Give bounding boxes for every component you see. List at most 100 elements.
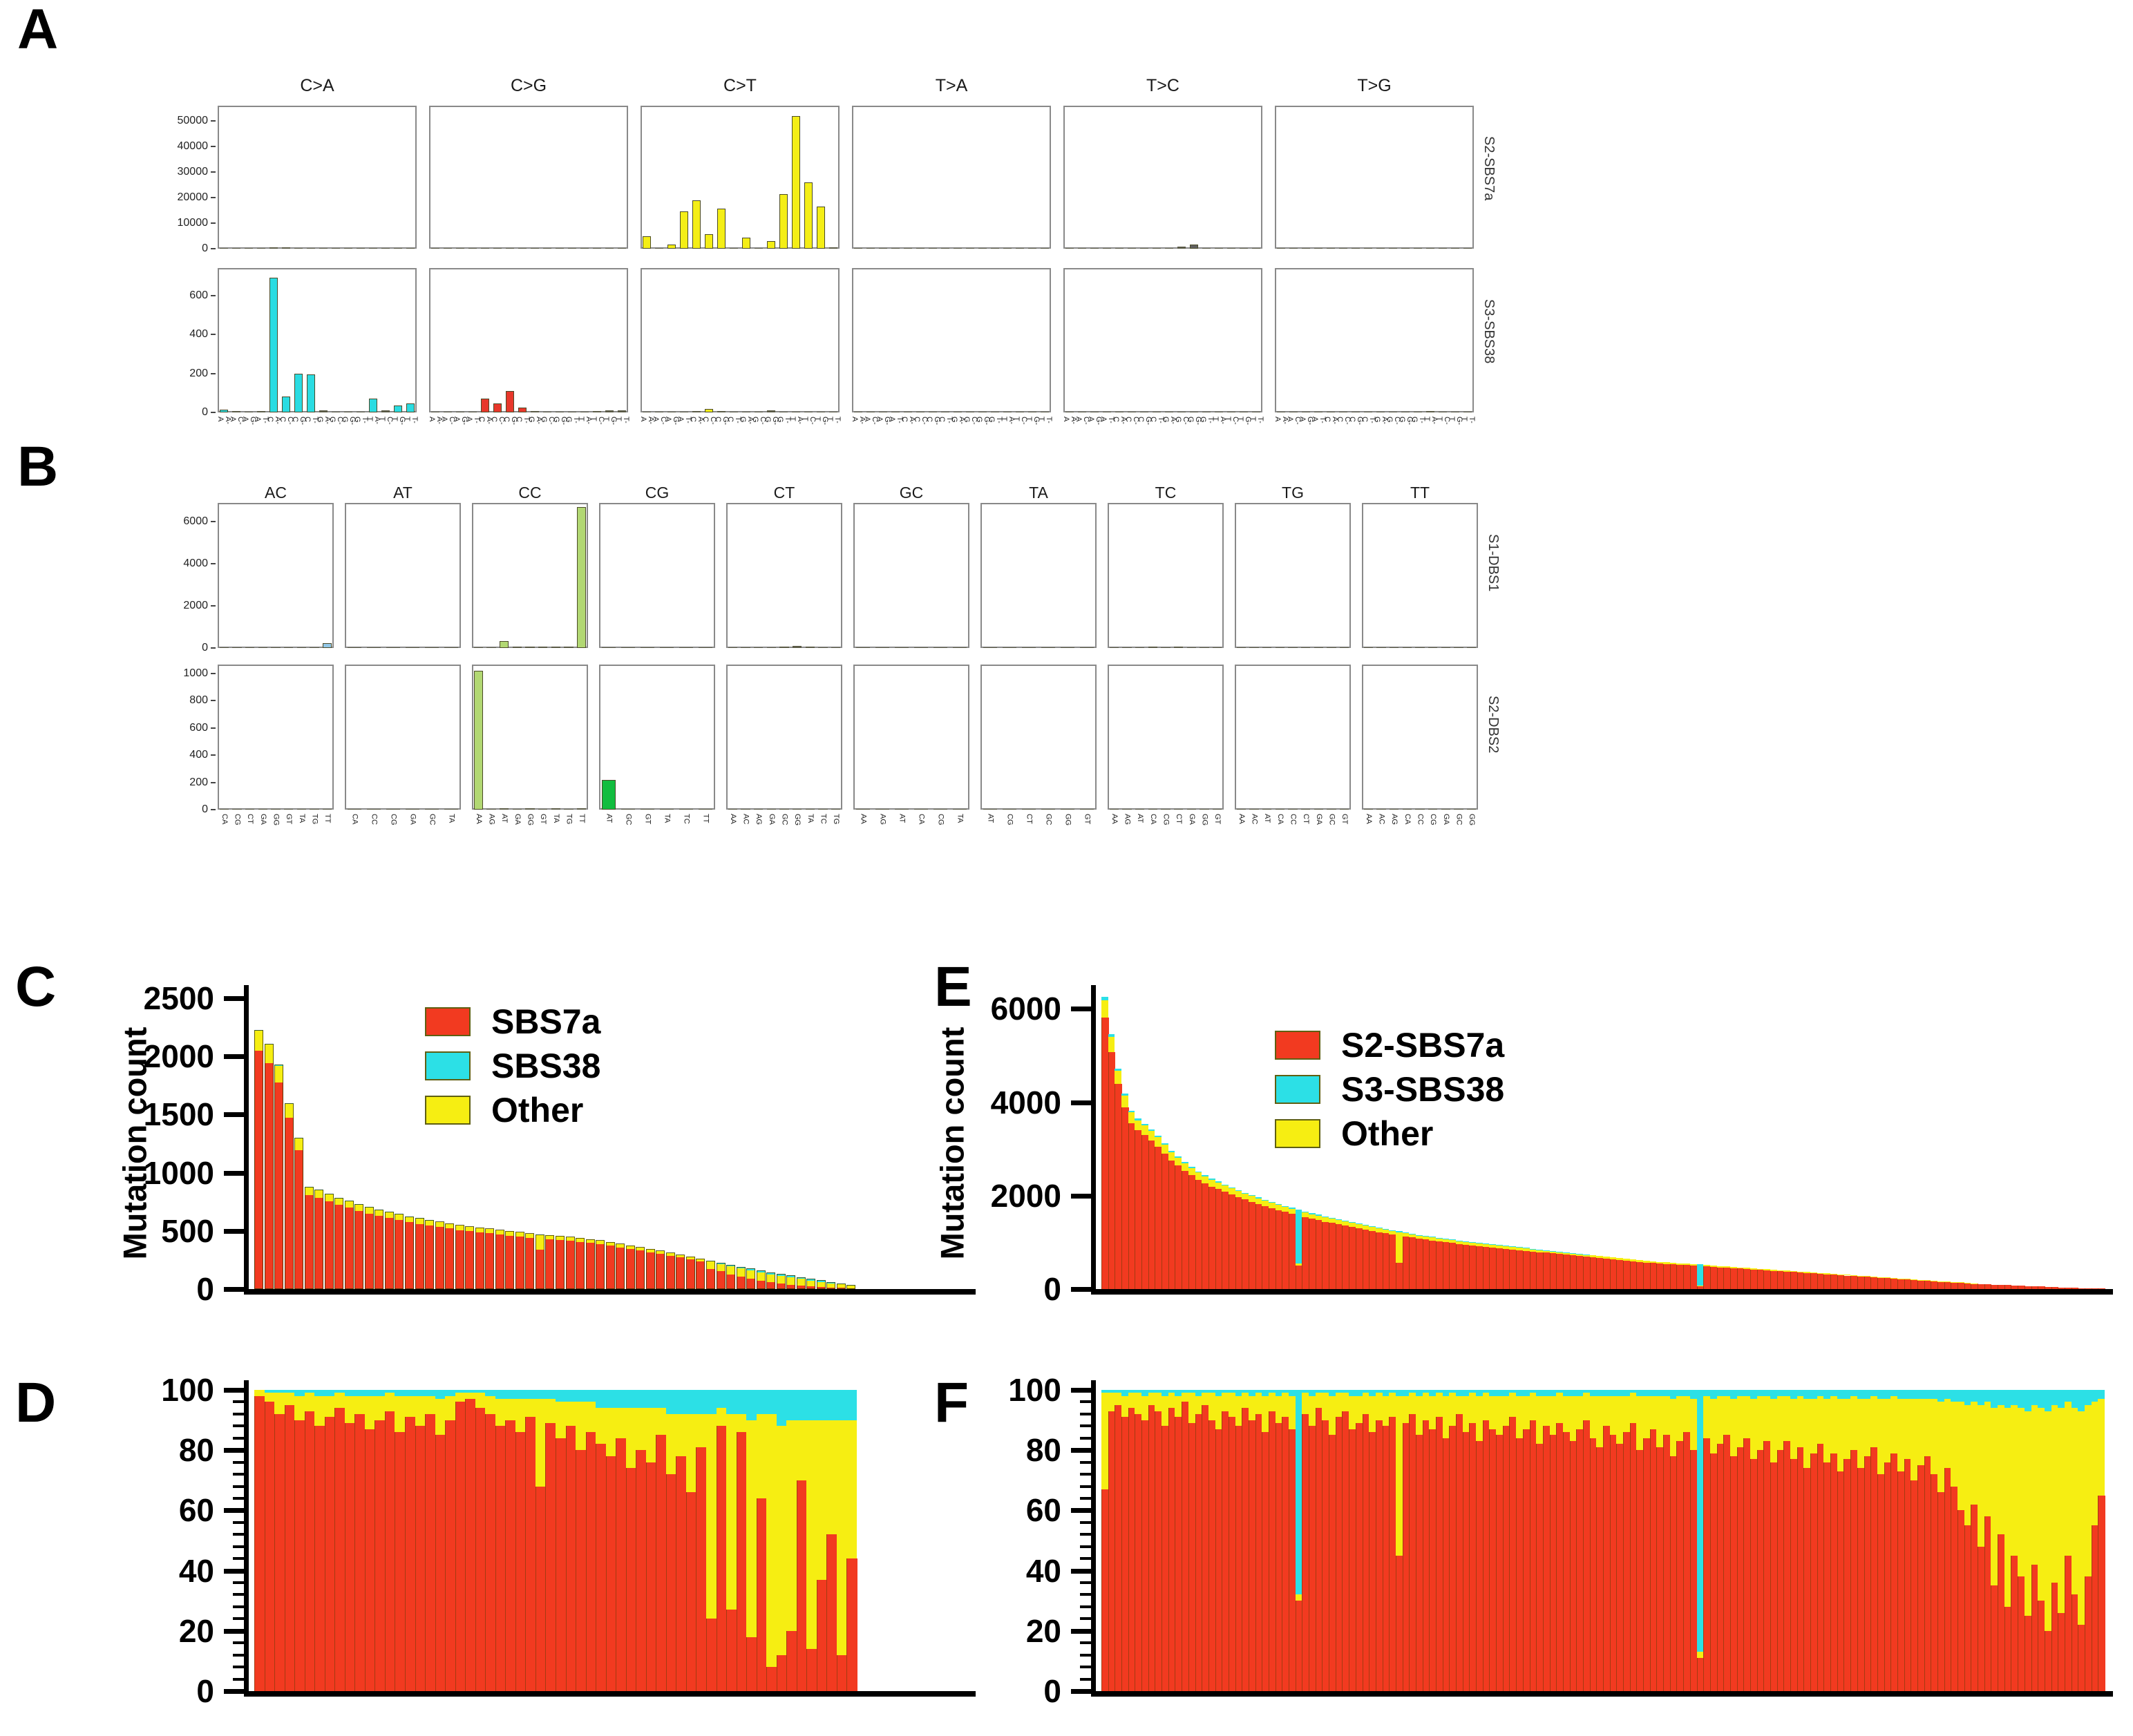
bar-segment bbox=[344, 1208, 354, 1289]
y-major-tick bbox=[1071, 1689, 1091, 1694]
x-tick-label: CA bbox=[220, 814, 229, 825]
bar-segment bbox=[284, 1404, 296, 1691]
bar-segment bbox=[1349, 1227, 1356, 1289]
bar-segment bbox=[776, 1275, 786, 1284]
bar-segment bbox=[1709, 1453, 1718, 1691]
bar-segment bbox=[645, 1408, 656, 1462]
bar-segment bbox=[676, 1255, 685, 1258]
bar-segment bbox=[1482, 1420, 1490, 1691]
bar bbox=[1122, 647, 1132, 648]
bar bbox=[368, 248, 378, 249]
bar-segment bbox=[1436, 1390, 1443, 1393]
bar bbox=[1363, 647, 1374, 648]
y-tick-label: 2000 bbox=[183, 600, 208, 612]
bar-segment bbox=[455, 1402, 466, 1691]
bar-segment bbox=[766, 1667, 777, 1691]
bar-segment bbox=[1375, 1393, 1383, 1420]
bar bbox=[828, 247, 838, 249]
bar bbox=[1441, 647, 1451, 648]
bar-segment bbox=[665, 1474, 677, 1691]
bar bbox=[1041, 809, 1056, 810]
bar-segment bbox=[726, 1610, 737, 1691]
bar-segment bbox=[806, 1279, 816, 1281]
bar-segment bbox=[324, 1417, 336, 1691]
y-tick-label: 500 bbox=[161, 1212, 214, 1249]
signature-mini-panel bbox=[218, 503, 334, 648]
bar-segment bbox=[1850, 1390, 1857, 1396]
bar-segment bbox=[304, 1393, 315, 1411]
bar-segment bbox=[515, 1237, 524, 1289]
bar-segment bbox=[1669, 1456, 1678, 1691]
bar-segment bbox=[1542, 1390, 1550, 1396]
bar-segment bbox=[1355, 1223, 1363, 1225]
bar bbox=[952, 647, 967, 648]
bar bbox=[424, 647, 439, 648]
bar-segment bbox=[1255, 1197, 1262, 1199]
bar bbox=[512, 808, 522, 810]
bar-segment bbox=[1295, 1390, 1302, 1595]
bar bbox=[640, 809, 655, 810]
bar-segment bbox=[1248, 1420, 1256, 1691]
bar-segment bbox=[2091, 1390, 2098, 1402]
bar-segment bbox=[1703, 1266, 1711, 1289]
bar-segment bbox=[1623, 1432, 1631, 1691]
signature-mini-panel bbox=[726, 665, 842, 810]
bar-segment bbox=[1797, 1447, 1805, 1691]
bar-segment bbox=[1763, 1270, 1771, 1289]
bar-segment bbox=[2078, 1390, 2085, 1411]
bar-segment bbox=[1121, 1395, 1128, 1418]
x-tick-label: CC bbox=[1416, 814, 1425, 825]
bar-outline bbox=[415, 1218, 424, 1289]
bar-segment bbox=[1155, 1390, 1162, 1393]
bar-segment bbox=[505, 1420, 516, 1691]
bar-segment bbox=[1803, 1272, 1812, 1289]
bar bbox=[525, 808, 535, 810]
x-tick-label: T-G bbox=[565, 417, 580, 423]
bar-segment bbox=[1877, 1277, 1884, 1278]
bar-segment bbox=[1355, 1228, 1363, 1289]
bar-segment bbox=[685, 1257, 695, 1259]
bar-segment bbox=[1242, 1393, 1249, 1409]
bar-segment bbox=[796, 1279, 806, 1286]
bar-segment bbox=[1382, 1228, 1390, 1230]
bar-segment bbox=[2058, 1390, 2065, 1409]
bar-segment bbox=[1750, 1269, 1758, 1289]
x-tick-label: GT bbox=[1083, 814, 1092, 825]
col-title: AT bbox=[393, 484, 413, 502]
bar-segment bbox=[1643, 1262, 1651, 1289]
bar-segment bbox=[1643, 1261, 1650, 1263]
bar-segment bbox=[696, 1447, 707, 1691]
bar-segment bbox=[1128, 1123, 1136, 1289]
bar-segment bbox=[1469, 1422, 1477, 1691]
bar-segment bbox=[1228, 1194, 1236, 1289]
x-tick-label: T-T bbox=[1249, 417, 1264, 423]
bar-segment bbox=[676, 1456, 687, 1691]
x-tick-label: GA bbox=[767, 814, 776, 825]
bar-segment bbox=[1175, 1157, 1182, 1166]
x-tick-label: C-C bbox=[701, 417, 717, 425]
bar-segment bbox=[1582, 1420, 1591, 1691]
bar-segment bbox=[1329, 1390, 1336, 1396]
bar-segment bbox=[1864, 1276, 1871, 1277]
y-axis-line bbox=[1091, 1380, 1096, 1697]
bar-segment bbox=[1696, 1286, 1705, 1289]
x-tick-label: GG bbox=[272, 814, 281, 826]
bar-segment bbox=[625, 1408, 636, 1469]
bar-segment bbox=[1315, 1214, 1323, 1216]
bar-segment bbox=[1235, 1395, 1242, 1427]
bar-segment bbox=[645, 1390, 656, 1409]
y-minor-tick bbox=[1080, 1436, 1091, 1440]
bar-segment bbox=[1797, 1390, 1804, 1396]
bar-segment bbox=[1175, 1390, 1182, 1396]
bar bbox=[1262, 647, 1272, 648]
x-tick-label: CG bbox=[1162, 814, 1170, 826]
bar-segment bbox=[1803, 1272, 1811, 1273]
bar bbox=[405, 647, 420, 648]
bar-segment bbox=[1890, 1390, 1897, 1396]
bar-segment bbox=[556, 1402, 566, 1438]
bar-outline bbox=[636, 1247, 645, 1289]
bar-segment bbox=[2031, 1564, 2039, 1691]
x-tick-label: C-C bbox=[490, 417, 506, 425]
bar bbox=[642, 236, 652, 249]
bar-segment bbox=[425, 1395, 435, 1414]
